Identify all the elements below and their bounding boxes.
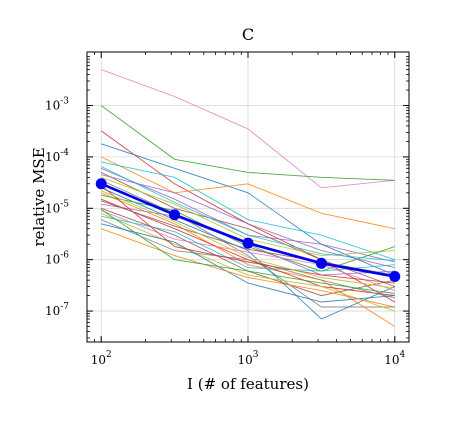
series-line-22 [101, 228, 395, 308]
axis-ticks: 102 103 104 10-7 10-6 10-5 10-4 10-3 [45, 52, 409, 367]
series-line-26 [101, 200, 395, 276]
mean-series [95, 178, 401, 283]
mean-point [242, 237, 254, 249]
series-line-17 [101, 210, 395, 292]
x-tick-label: 103 [237, 350, 258, 367]
mean-point [169, 209, 181, 221]
y-tick-label: 10-5 [45, 199, 69, 215]
x-tick-label: 102 [91, 350, 112, 367]
series-line-21 [101, 223, 395, 303]
series-line-23 [100, 209, 395, 294]
y-tick-label: 10-7 [45, 302, 69, 318]
series-lines [100, 69, 396, 327]
series-line-5 [101, 156, 395, 230]
series-line-12 [101, 192, 396, 327]
mean-point [389, 271, 401, 283]
y-tick-label: 10-4 [45, 148, 69, 164]
series-line-24 [100, 184, 395, 284]
y-tick-label: 10-3 [45, 97, 69, 113]
x-tick-label: 104 [384, 350, 405, 367]
series-line-27 [101, 166, 395, 262]
mean-point [315, 257, 327, 269]
series-line-1 [101, 69, 395, 189]
mean-point [95, 178, 107, 190]
series-line-10 [101, 179, 395, 308]
y-tick-label: 10-6 [45, 251, 69, 267]
series-line-28 [101, 190, 395, 289]
series-line-18 [101, 212, 395, 312]
chart-title: C [242, 25, 254, 44]
series-line-2 [100, 105, 395, 181]
y-axis-label: relative MSE [30, 147, 48, 246]
series-line-6 [101, 161, 395, 261]
x-axis-label: I (# of features) [187, 375, 309, 393]
series-line-4 [101, 143, 395, 276]
series-line-11 [101, 187, 395, 320]
series-line-20 [101, 219, 395, 299]
